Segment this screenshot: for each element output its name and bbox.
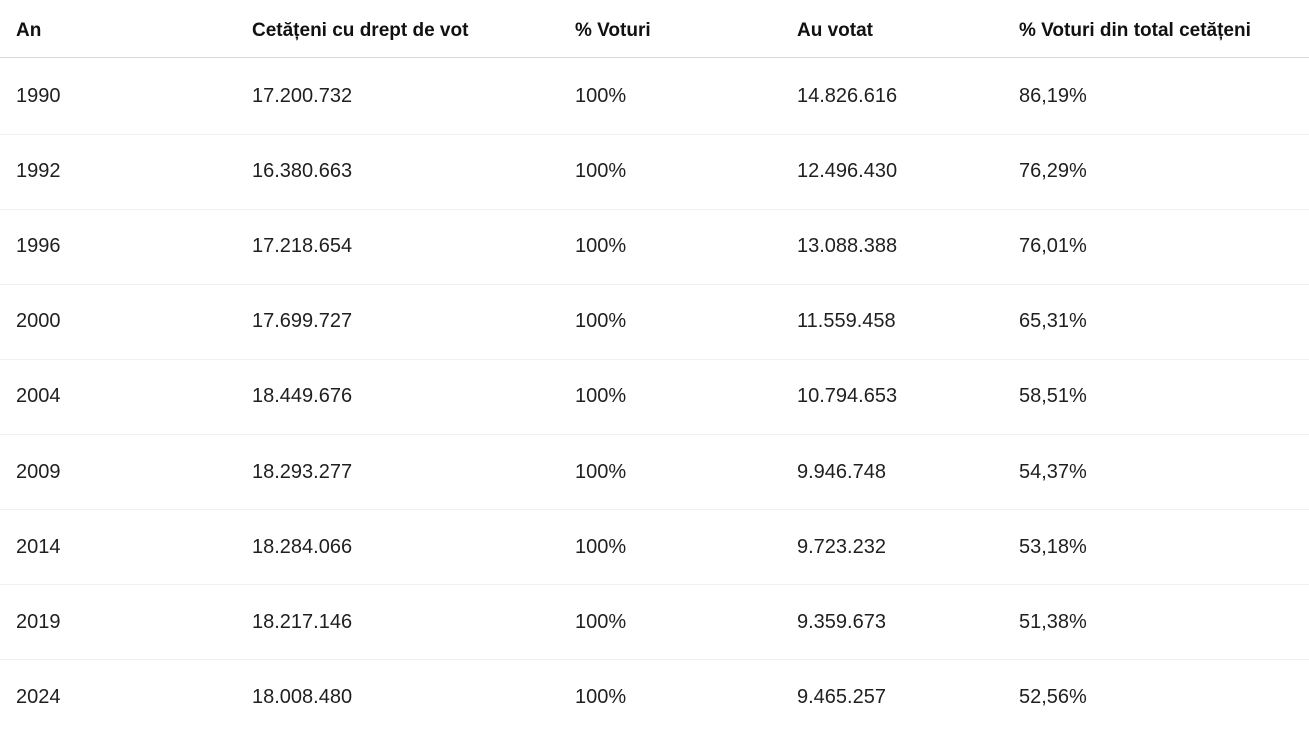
- table-cell: 52,56%: [1019, 685, 1087, 708]
- table-cell: 18.217.146: [252, 610, 353, 633]
- row-divider: [0, 359, 1309, 360]
- table-cell: 100%: [575, 685, 627, 708]
- table-cell: 14.826.616: [797, 85, 898, 107]
- header-cell: Au votat: [797, 20, 873, 41]
- row-divider: [0, 434, 1309, 435]
- table-cell: 18.293.277: [252, 460, 353, 483]
- table-cell: 76,01%: [1019, 235, 1087, 258]
- table-cell: 17.218.654: [252, 235, 353, 258]
- row-divider: [0, 284, 1309, 285]
- table-cell: 2000: [16, 310, 61, 333]
- row-divider: [0, 584, 1309, 585]
- table-cell: 100%: [575, 160, 627, 183]
- table-cell: 11.559.458: [797, 310, 896, 333]
- header-cell: % Voturi din total cetățeni: [1019, 20, 1251, 41]
- table-cell: 51,38%: [1019, 610, 1087, 633]
- table-cell: 2004: [16, 385, 61, 408]
- table-cell: 100%: [575, 235, 627, 258]
- table-cell: 12.496.430: [797, 160, 898, 183]
- row-divider: [0, 509, 1309, 510]
- table-cell: 1996: [16, 235, 61, 258]
- table-cell: 17.699.727: [252, 310, 353, 333]
- table-cell: 100%: [575, 460, 627, 483]
- row-divider: [0, 134, 1309, 135]
- table-cell: 13.088.388: [797, 235, 898, 258]
- table-cell: 76,29%: [1019, 160, 1087, 183]
- header-cell: Cetățeni cu drept de vot: [252, 20, 469, 41]
- row-divider: [0, 209, 1309, 210]
- table-cell: 86,19%: [1019, 85, 1087, 107]
- table-cell: 9.946.748: [797, 460, 886, 483]
- table-cell: 100%: [575, 385, 627, 408]
- table-cell: 2024: [16, 685, 61, 708]
- table-cell: 2009: [16, 460, 61, 483]
- table-cell: 18.449.676: [252, 385, 353, 408]
- table-cell: 100%: [575, 85, 627, 107]
- header-divider: [0, 57, 1309, 58]
- table-cell: 2019: [16, 610, 61, 633]
- table-cell: 1990: [16, 85, 61, 107]
- header-cell: An: [16, 20, 42, 41]
- table-cell: 9.723.232: [797, 535, 886, 558]
- table-cell: 65,31%: [1019, 310, 1087, 333]
- table-cell: 1992: [16, 160, 61, 183]
- table-cell: 2014: [16, 535, 61, 558]
- table-cell: 16.380.663: [252, 160, 353, 183]
- header-cell: % Voturi: [575, 20, 651, 41]
- table-cell: 100%: [575, 535, 627, 558]
- table-cell: 100%: [575, 610, 627, 633]
- table-cell: 54,37%: [1019, 460, 1087, 483]
- table-cell: 9.465.257: [797, 685, 886, 708]
- table-cell: 17.200.732: [252, 85, 353, 107]
- table-cell: 10.794.653: [797, 385, 898, 408]
- table-cell: 58,51%: [1019, 385, 1087, 408]
- table-cell: 18.284.066: [252, 535, 353, 558]
- table-cell: 9.359.673: [797, 610, 886, 633]
- row-divider: [0, 659, 1309, 660]
- table-cell: 18.008.480: [252, 685, 353, 708]
- table-cell: 100%: [575, 310, 627, 333]
- table-cell: 53,18%: [1019, 535, 1087, 558]
